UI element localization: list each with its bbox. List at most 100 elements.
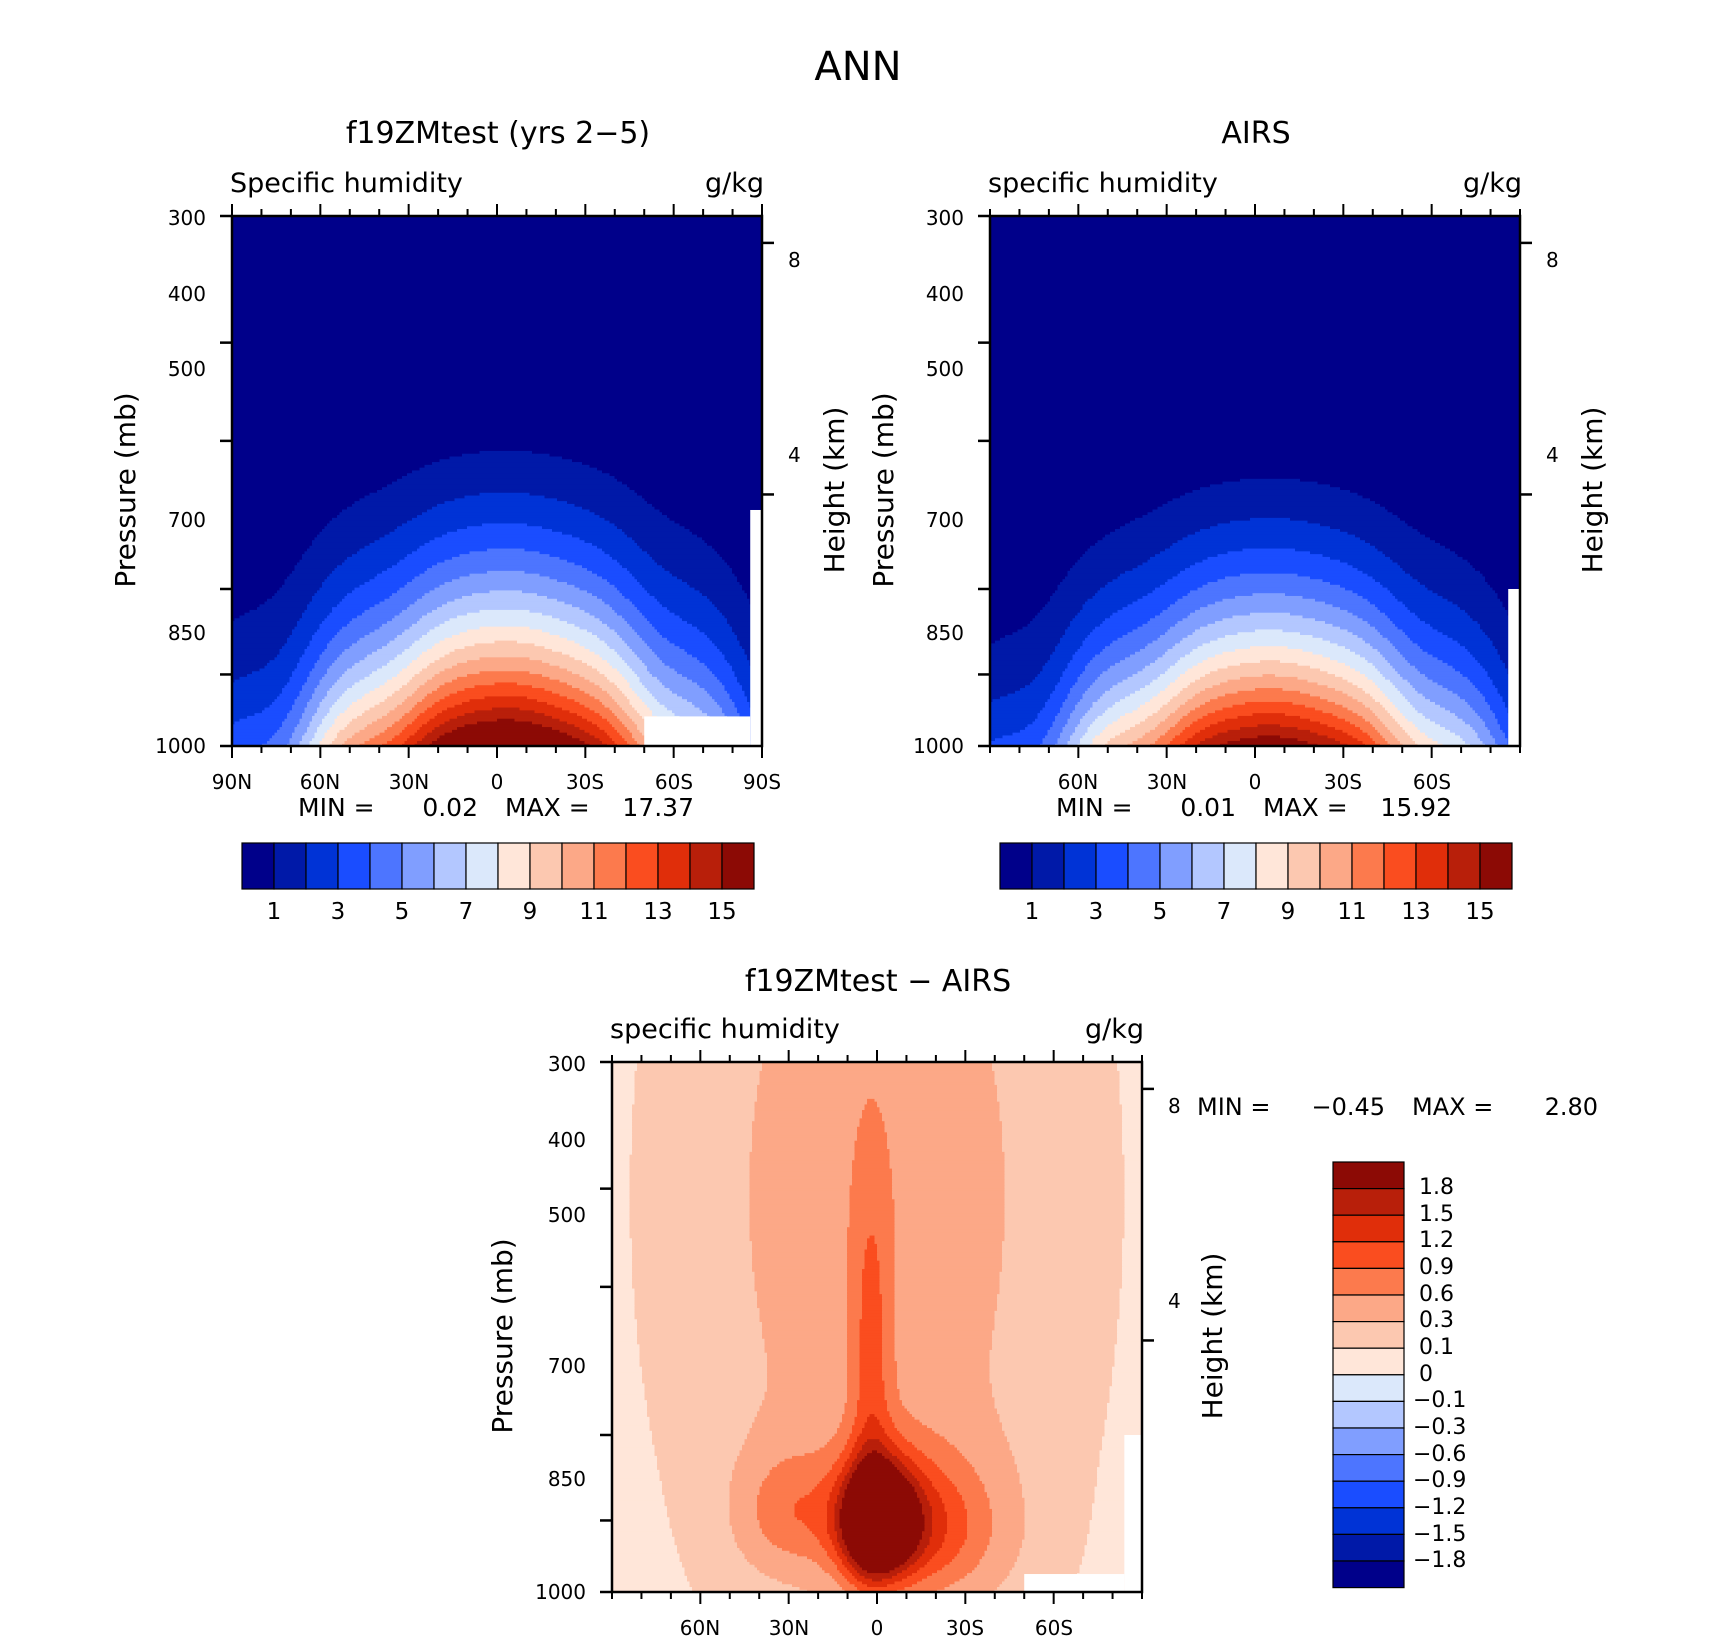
contour-band xyxy=(614,584,643,588)
contour-band xyxy=(732,1472,771,1476)
contour-band xyxy=(232,592,276,596)
contour-band xyxy=(1372,662,1391,666)
contour-band xyxy=(924,1516,933,1521)
contour-band xyxy=(990,441,1520,446)
contour-band xyxy=(897,1363,991,1367)
contour-band xyxy=(997,1301,1121,1306)
contour-band xyxy=(1457,553,1520,557)
contour-band xyxy=(232,252,762,256)
contour-band xyxy=(424,570,488,574)
contour-band xyxy=(849,1184,893,1189)
contour-band xyxy=(894,1285,1001,1289)
contour-band xyxy=(1375,603,1406,608)
contour-band xyxy=(572,670,601,675)
contour-band xyxy=(612,1497,666,1501)
contour-band xyxy=(1457,603,1504,608)
contour-band xyxy=(932,1527,948,1532)
contour-band xyxy=(342,651,373,655)
contour-band xyxy=(1340,606,1379,610)
contour-band xyxy=(682,578,738,583)
contour-band xyxy=(892,1460,903,1465)
contour-band xyxy=(1190,651,1224,655)
contour-band xyxy=(764,1393,848,1398)
contour-band xyxy=(632,1260,753,1264)
contour-band xyxy=(847,1240,868,1244)
contour-band xyxy=(232,732,276,736)
contour-band xyxy=(1117,718,1146,722)
contour-band xyxy=(1079,1566,1142,1571)
contour-band xyxy=(882,1301,896,1306)
contour-band xyxy=(854,1583,868,1588)
contour-band xyxy=(1382,734,1396,739)
contour-band xyxy=(1102,648,1141,652)
contour-band xyxy=(1124,1221,1142,1225)
contour-band xyxy=(232,433,762,437)
contour-band xyxy=(307,679,321,683)
contour-band xyxy=(987,1494,1023,1498)
contour-band xyxy=(1370,642,1394,647)
contour-band xyxy=(1392,732,1409,736)
contour-band xyxy=(584,609,616,613)
contour-band xyxy=(419,726,436,730)
contour-band xyxy=(1370,734,1384,739)
contour-band xyxy=(562,706,591,711)
contour-band xyxy=(877,1246,896,1250)
contour-band xyxy=(279,648,306,652)
contour-band xyxy=(614,712,628,716)
contour-band xyxy=(1127,603,1171,608)
contour-band xyxy=(387,642,413,647)
contour-band xyxy=(612,1575,688,1579)
contour-band xyxy=(749,1430,838,1434)
contour-band xyxy=(562,455,762,460)
contour-band xyxy=(652,1438,746,1442)
contour-band xyxy=(847,1313,863,1317)
contour-band xyxy=(612,1388,646,1392)
contour-band xyxy=(579,673,606,677)
contour-band xyxy=(1217,695,1321,700)
contour-band xyxy=(572,684,601,689)
contour-band xyxy=(612,1352,641,1356)
contour-band xyxy=(552,690,586,694)
contour-band xyxy=(852,1430,863,1434)
contour-band xyxy=(1105,690,1136,694)
contour-band xyxy=(424,681,446,686)
contour-band xyxy=(990,626,1024,630)
contour-band xyxy=(359,584,406,588)
contour-band xyxy=(1122,634,1161,638)
contour-band xyxy=(749,1207,851,1211)
contour-band xyxy=(994,1321,1118,1325)
y2-axis-title: Height (km) xyxy=(1196,1253,1229,1420)
contour-band xyxy=(1252,592,1286,596)
contour-band xyxy=(1125,656,1159,661)
contour-band xyxy=(597,723,613,728)
contour-band xyxy=(407,681,426,686)
contour-band xyxy=(1090,545,1171,549)
contour-band xyxy=(847,1340,861,1345)
contour-band xyxy=(829,1555,841,1560)
contour-band xyxy=(990,363,1520,368)
contour-band xyxy=(904,1561,916,1565)
contour-band xyxy=(729,1483,763,1487)
contour-band xyxy=(612,1486,663,1490)
contour-band xyxy=(1197,645,1251,649)
contour-band xyxy=(1004,1173,1126,1177)
contour-band xyxy=(752,1126,858,1130)
contour-band xyxy=(847,1354,861,1359)
contour-band xyxy=(1350,489,1520,493)
contour-band xyxy=(944,1508,968,1512)
contour-band xyxy=(302,612,331,616)
contour-band xyxy=(744,1441,828,1445)
contour-band xyxy=(377,667,403,672)
contour-band xyxy=(632,687,648,691)
contour-band xyxy=(632,1120,753,1124)
contour-band xyxy=(1420,670,1461,675)
contour-band xyxy=(469,698,538,702)
contour-band xyxy=(762,1335,848,1339)
contour-band xyxy=(894,1243,1003,1247)
contour-band xyxy=(869,1234,876,1239)
contour-band xyxy=(1124,1190,1142,1194)
contour-band xyxy=(369,706,396,711)
contour-band xyxy=(899,1446,918,1451)
contour-band xyxy=(922,1578,961,1582)
contour-band xyxy=(1022,1483,1098,1487)
